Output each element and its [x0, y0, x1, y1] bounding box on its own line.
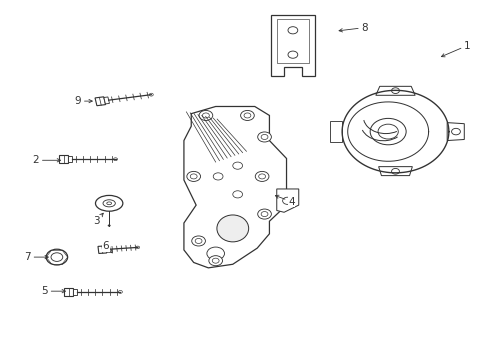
- Circle shape: [207, 247, 224, 260]
- Circle shape: [233, 162, 243, 169]
- Circle shape: [119, 291, 122, 293]
- Circle shape: [108, 225, 111, 226]
- Circle shape: [187, 171, 200, 181]
- Polygon shape: [98, 246, 107, 253]
- Circle shape: [370, 118, 406, 145]
- Polygon shape: [59, 155, 68, 163]
- Circle shape: [209, 256, 222, 266]
- Polygon shape: [447, 123, 465, 140]
- Ellipse shape: [96, 195, 123, 211]
- Polygon shape: [64, 288, 73, 296]
- Text: 6: 6: [102, 241, 112, 253]
- Circle shape: [255, 171, 269, 181]
- Polygon shape: [73, 289, 77, 295]
- Circle shape: [213, 173, 223, 180]
- Circle shape: [258, 132, 271, 142]
- Circle shape: [46, 249, 68, 265]
- Circle shape: [199, 111, 213, 121]
- Text: 7: 7: [24, 252, 49, 262]
- Polygon shape: [95, 97, 105, 106]
- Polygon shape: [68, 156, 72, 162]
- Text: 1: 1: [441, 41, 470, 57]
- Polygon shape: [184, 107, 287, 268]
- Text: 3: 3: [93, 213, 103, 226]
- Polygon shape: [379, 167, 413, 176]
- Circle shape: [258, 209, 271, 219]
- Circle shape: [149, 93, 153, 96]
- Text: 5: 5: [41, 286, 65, 296]
- Circle shape: [241, 111, 254, 121]
- Circle shape: [114, 158, 118, 161]
- Polygon shape: [271, 15, 315, 76]
- Text: 9: 9: [74, 96, 92, 106]
- Polygon shape: [277, 189, 299, 212]
- Polygon shape: [106, 246, 110, 252]
- Ellipse shape: [217, 215, 248, 242]
- Polygon shape: [330, 121, 342, 142]
- Polygon shape: [376, 86, 415, 95]
- Text: 4: 4: [275, 195, 294, 207]
- Text: 8: 8: [339, 23, 368, 33]
- Circle shape: [192, 236, 205, 246]
- Circle shape: [136, 246, 140, 249]
- Polygon shape: [104, 97, 109, 104]
- Text: 2: 2: [32, 155, 60, 165]
- Polygon shape: [277, 19, 309, 63]
- Circle shape: [233, 191, 243, 198]
